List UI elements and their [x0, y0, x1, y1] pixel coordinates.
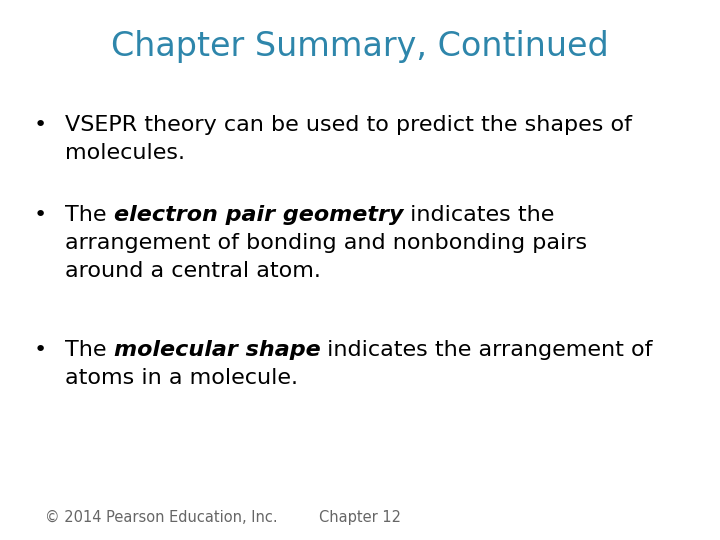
- Text: molecules.: molecules.: [65, 143, 185, 163]
- Text: electron pair geometry: electron pair geometry: [114, 205, 403, 225]
- Text: arrangement of bonding and nonbonding pairs: arrangement of bonding and nonbonding pa…: [65, 233, 587, 253]
- Text: •: •: [33, 340, 47, 360]
- Text: •: •: [33, 205, 47, 225]
- Text: Chapter Summary, Continued: Chapter Summary, Continued: [111, 30, 609, 63]
- Text: molecular shape: molecular shape: [114, 340, 320, 360]
- Text: •: •: [33, 115, 47, 135]
- Text: The: The: [65, 340, 114, 360]
- Text: © 2014 Pearson Education, Inc.: © 2014 Pearson Education, Inc.: [45, 510, 278, 525]
- Text: VSEPR theory can be used to predict the shapes of: VSEPR theory can be used to predict the …: [65, 115, 632, 135]
- Text: atoms in a molecule.: atoms in a molecule.: [65, 368, 298, 388]
- Text: around a central atom.: around a central atom.: [65, 261, 321, 281]
- Text: indicates the: indicates the: [403, 205, 554, 225]
- Text: Chapter 12: Chapter 12: [319, 510, 401, 525]
- Text: The: The: [65, 205, 114, 225]
- Text: indicates the arrangement of: indicates the arrangement of: [320, 340, 653, 360]
